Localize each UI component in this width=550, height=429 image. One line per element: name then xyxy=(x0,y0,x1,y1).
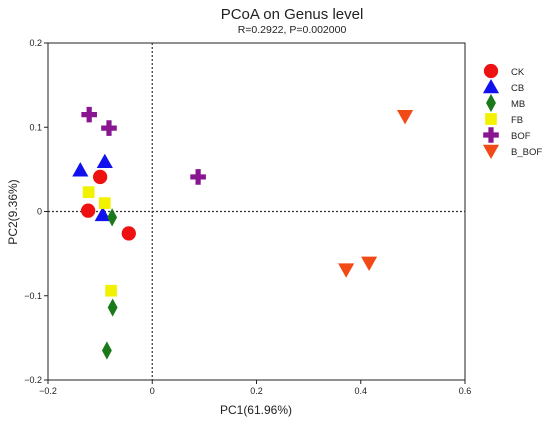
legend-label-ck: CK xyxy=(511,67,525,78)
data-point-bof xyxy=(190,169,206,185)
data-points xyxy=(72,106,414,360)
legend: CK CB MB FB BOF B_BOF xyxy=(482,63,542,160)
legend-marker-fb xyxy=(485,113,497,125)
legend-label-mb: MB xyxy=(511,99,525,110)
data-point-cb xyxy=(96,153,113,169)
legend-label-cb: CB xyxy=(511,83,524,94)
axes-group: −0.2 0 0.2 0.4 0.6 −0.2 −0.1 0 0.1 0.2 xyxy=(24,38,471,396)
chart-subtitle: R=0.2922, P=0.002000 xyxy=(238,24,347,36)
data-point-bof xyxy=(101,120,117,136)
y-axis-label: PC2(9.36%) xyxy=(6,179,20,244)
legend-label-fb: FB xyxy=(511,115,523,126)
data-point-fb xyxy=(82,186,95,198)
y-tick-label: −0.1 xyxy=(24,291,42,301)
data-point-cb xyxy=(72,162,89,177)
data-point-fb xyxy=(105,284,117,297)
x-tick-label: 0.4 xyxy=(354,386,367,396)
data-point-fb xyxy=(98,197,111,209)
legend-marker-mb xyxy=(486,93,496,113)
data-point-ck xyxy=(92,169,108,185)
data-point-ck xyxy=(121,226,136,241)
data-point-bof xyxy=(81,106,97,123)
chart-title: PCoA on Genus level xyxy=(221,6,364,23)
y-tick-label: 0.2 xyxy=(29,38,42,48)
data-point-b-bof xyxy=(361,256,378,271)
legend-marker-bof xyxy=(483,127,499,143)
data-point-ck xyxy=(80,203,96,218)
x-tick-label: −0.2 xyxy=(39,386,57,396)
data-point-b-bof xyxy=(396,110,414,125)
data-point-cb xyxy=(94,206,111,222)
y-tick-label: 0 xyxy=(37,207,42,217)
legend-marker-cb xyxy=(482,78,500,94)
y-tick-label: 0.1 xyxy=(29,122,42,132)
x-tick-label: 0.2 xyxy=(250,386,263,396)
x-tick-label: 0 xyxy=(150,386,155,396)
legend-label-bof: BOF xyxy=(511,131,531,142)
data-point-mb xyxy=(107,298,118,317)
data-point-mb xyxy=(101,341,112,360)
data-point-b-bof xyxy=(338,263,355,278)
legend-marker-ck xyxy=(483,63,499,79)
legend-marker-b-bof xyxy=(482,144,500,160)
y-tick-label: −0.2 xyxy=(24,375,42,385)
legend-label-b-bof: B_BOF xyxy=(511,147,542,158)
x-axis-label: PC1(61.96%) xyxy=(220,403,292,417)
x-tick-label: 0.6 xyxy=(459,386,472,396)
data-point-mb xyxy=(107,208,118,227)
